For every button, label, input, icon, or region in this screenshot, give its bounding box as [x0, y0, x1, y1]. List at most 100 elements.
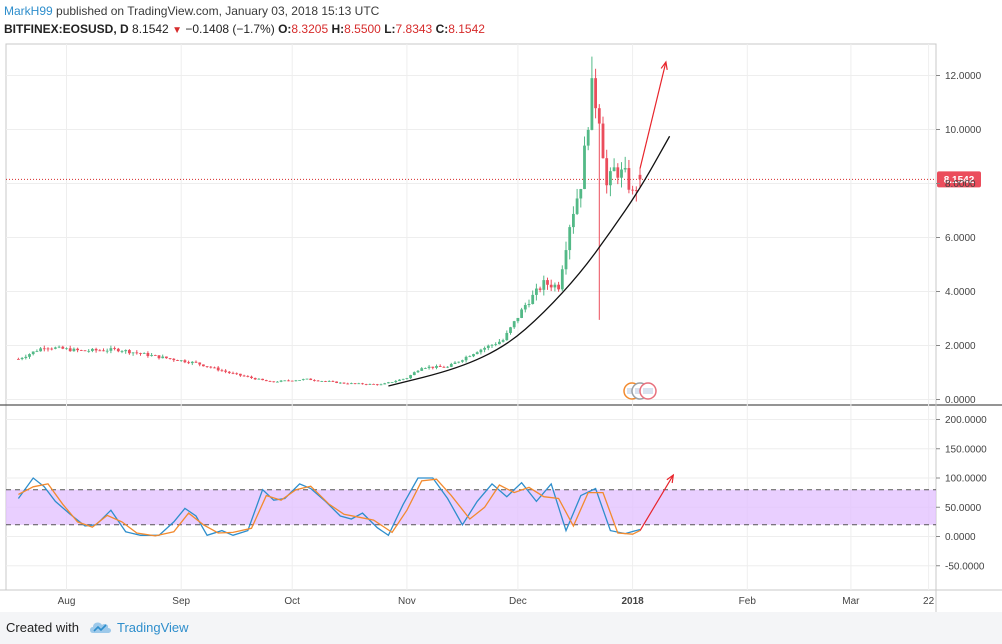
candle-body — [586, 129, 590, 146]
candle-body — [427, 366, 431, 369]
candle-body — [353, 383, 357, 385]
candle-body — [401, 378, 405, 380]
candle-body — [54, 347, 57, 349]
candle-body — [375, 384, 379, 386]
candle-body — [298, 380, 301, 381]
candle-body — [435, 365, 438, 368]
candle-body — [394, 380, 398, 383]
candle-body — [494, 344, 498, 345]
candle-body — [227, 371, 231, 373]
candle-body — [309, 378, 313, 381]
candle-body — [449, 363, 453, 367]
stoch-tick-label: 100.0000 — [945, 474, 987, 485]
candle-body — [83, 350, 87, 352]
candle-body — [531, 294, 535, 305]
candle-body — [461, 360, 464, 362]
x-tick-label: Feb — [739, 596, 757, 607]
last-price-tag — [937, 171, 981, 188]
candle-body — [520, 309, 523, 318]
candle-body — [301, 379, 305, 381]
candle-body — [183, 360, 187, 363]
candle-body — [327, 381, 331, 382]
candle-body — [538, 288, 542, 290]
candle-body — [368, 383, 372, 385]
candle-body — [205, 366, 209, 368]
candle-body — [475, 352, 479, 355]
candle-body — [416, 370, 420, 373]
stoch-target-arrow-head — [666, 473, 675, 484]
price-tick-label: 12.0000 — [945, 71, 982, 82]
candle-body — [253, 377, 257, 380]
chart-canvas[interactable]: 8.1542 Aug Sep Oct Nov Dec 2018 Feb Mar 22 0.0000… — [0, 0, 1002, 612]
candle-body — [46, 348, 50, 350]
candle-body — [102, 350, 105, 352]
symbol-bar: BITFINEX:EOSUSD, D 8.1542 ▼ −0.1408 (−1.… — [4, 22, 485, 36]
candle-body — [146, 353, 150, 357]
high-label: H: — [331, 22, 345, 36]
candle-body — [150, 355, 153, 357]
candle-body — [216, 367, 220, 371]
candle-body — [61, 346, 65, 349]
candle-body — [316, 380, 320, 382]
candle-body — [194, 361, 198, 363]
x-tick-label: Dec — [509, 596, 527, 607]
price-target-arrow-line — [639, 61, 667, 169]
candle-body — [261, 378, 264, 381]
candle-body — [213, 367, 216, 369]
x-tick-label: 2018 — [621, 596, 644, 607]
candle-body — [498, 341, 501, 345]
down-triangle-icon: ▼ — [172, 25, 182, 36]
candle-body — [627, 168, 631, 190]
candle-body — [91, 348, 94, 351]
candle-body — [116, 348, 120, 352]
x-tick-label: Nov — [398, 596, 416, 607]
stoch-tick-label: 200.0000 — [945, 415, 987, 426]
candle-body — [76, 348, 79, 351]
tradingview-brand-link[interactable]: TradingView — [117, 620, 189, 635]
candle-body — [483, 347, 486, 350]
candle-body — [501, 340, 505, 342]
x-tick-label: Aug — [58, 596, 76, 607]
candle-body — [305, 378, 309, 380]
price-change: −0.1408 (−1.7%) — [185, 22, 275, 36]
price-target-arrow-head — [660, 60, 668, 70]
candle-body — [542, 280, 546, 290]
stoch-d-line — [18, 478, 641, 537]
candle-body — [560, 269, 564, 290]
candle-body — [350, 383, 353, 385]
candle-body — [50, 348, 54, 350]
candle-body — [431, 366, 435, 368]
candle-body — [283, 380, 287, 382]
tradingview-cloud-icon[interactable] — [88, 619, 112, 635]
candle-body — [94, 348, 98, 351]
candle-body — [442, 366, 446, 368]
candle-body — [128, 350, 131, 354]
author-link[interactable]: MarkH99 — [4, 4, 53, 18]
candle-body — [616, 167, 620, 178]
candle-body — [583, 145, 586, 190]
candle-body — [279, 380, 283, 382]
candle-body — [557, 284, 560, 290]
stoch-tick-label: 50.0000 — [945, 503, 982, 514]
candle-body — [412, 372, 416, 376]
candle-body — [220, 370, 224, 372]
candle-body — [294, 380, 298, 382]
x-tick-label: Oct — [284, 596, 300, 607]
candle-body — [609, 171, 612, 186]
event-flag-fill — [643, 388, 653, 394]
candle-body — [98, 350, 102, 352]
close-label: C: — [435, 22, 449, 36]
x-tick-label: Mar — [842, 596, 860, 607]
candle-body — [24, 356, 28, 359]
candle-body — [268, 381, 272, 382]
candle-body — [420, 368, 424, 371]
candle-body — [620, 169, 623, 178]
candle-body — [564, 250, 568, 270]
candle-body — [39, 348, 42, 352]
candle-body — [157, 355, 161, 359]
candle-body — [168, 358, 172, 359]
candle-body — [379, 384, 383, 386]
stoch-k-line — [17, 477, 641, 537]
candle-body — [438, 365, 442, 367]
candle-body — [409, 375, 412, 379]
